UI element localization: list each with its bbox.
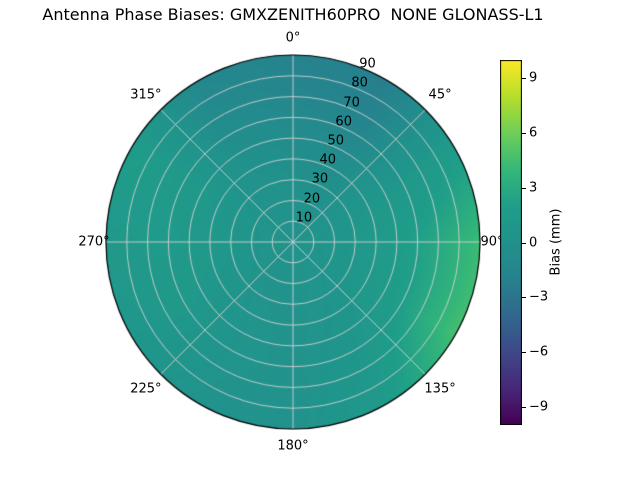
radial-tick-label: 20 [303, 191, 321, 207]
colorbar-tick-mark [522, 406, 526, 408]
colorbar-tick-mark [522, 187, 526, 189]
radial-tick-label: 10 [295, 210, 313, 226]
radial-tick-label: 60 [335, 114, 352, 130]
radial-tick-label: 80 [351, 75, 368, 91]
angular-tick-label: 90° [480, 234, 504, 250]
polar-heatmap [105, 54, 481, 430]
colorbar-tick-label: −9 [529, 399, 549, 415]
colorbar-axis-label: Bias (mm) [548, 208, 564, 276]
angular-tick-label: 180° [277, 438, 309, 454]
colorbar-tick-mark [522, 297, 526, 299]
colorbar-tick-mark [522, 78, 526, 80]
colorbar [500, 60, 522, 425]
angular-tick-label: 225° [130, 381, 162, 397]
angular-tick-label: 0° [285, 30, 301, 46]
colorbar-tick-mark [522, 242, 526, 244]
radial-tick-label: 50 [327, 133, 345, 149]
radial-tick-label: 30 [311, 171, 329, 187]
radial-tick-label: 40 [319, 152, 337, 168]
angular-tick-label: 315° [130, 87, 162, 103]
colorbar-tick-label: 3 [529, 180, 538, 196]
angular-tick-label: 135° [424, 381, 456, 397]
colorbar-tick-label: −6 [529, 344, 549, 360]
radial-tick-label: 90 [359, 56, 376, 72]
colorbar-tick-label: 0 [529, 235, 538, 250]
colorbar-tick-mark [522, 133, 526, 134]
chart-title: Antenna Phase Biases: GMXZENITH60PRO NON… [42, 5, 544, 24]
radial-tick-label: 70 [343, 95, 360, 111]
colorbar-tick-label: 6 [529, 125, 538, 141]
colorbar-tick-mark [522, 352, 526, 353]
angular-tick-label: 45° [428, 87, 452, 103]
colorbar-tick-label: 9 [529, 70, 538, 86]
colorbar-tick-label: −3 [529, 289, 549, 305]
angular-tick-label: 270° [78, 234, 110, 250]
